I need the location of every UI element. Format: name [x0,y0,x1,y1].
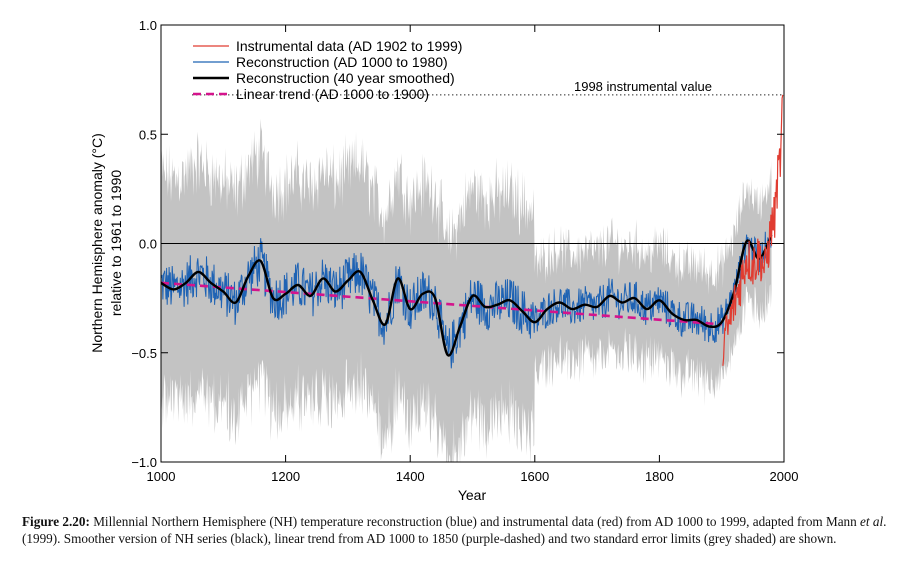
y-tick-label: −1.0 [131,455,157,470]
x-tick-label: 1200 [271,469,300,484]
y-tick-label: 1.0 [139,18,157,33]
y-axis: −1.0 −0.5 0.0 0.5 1.0 [131,18,784,470]
legend: Instrumental data (AD 1902 to 1999) Reco… [193,38,462,102]
caption-figure-label: Figure 2.20: [22,514,90,529]
y-tick-label: 0.0 [139,237,157,252]
x-tick-label: 1000 [147,469,176,484]
x-tick-label: 1400 [396,469,425,484]
legend-label-reconstruction: Reconstruction (AD 1000 to 1980) [236,54,448,70]
instrumental-line [722,94,784,366]
caption-text-part1: Millennial Northern Hemisphere (NH) temp… [89,514,861,529]
y-tick-label: 0.5 [139,127,157,142]
caption-text-part2: . (1999). Smoother version of NH series … [22,514,887,546]
x-tick-label: 2000 [770,469,799,484]
smoothed-line [161,234,773,357]
annotation-1998: 1998 instrumental value [574,79,712,94]
legend-label-trend: Linear trend (AD 1000 to 1900) [236,86,429,102]
figure-caption: Figure 2.20: Millennial Northern Hemisph… [22,513,902,547]
x-axis: 1000 1200 1400 1600 1800 2000 [147,25,799,484]
y-axis-label: Northern Hemisphere anomaly (°C) [89,133,105,353]
y-tick-label: −0.5 [131,346,157,361]
x-tick-label: 1600 [520,469,549,484]
y-axis-label-line2: relative to 1961 to 1990 [108,170,124,317]
caption-et-al: et al [860,514,884,529]
plot-area [161,94,784,462]
temperature-chart: 1000 1200 1400 1600 1800 2000 −1.0−0.50.00.51… [89,18,799,503]
uncertainty-band [161,118,772,462]
legend-label-instrumental: Instrumental data (AD 1902 to 1999) [236,38,462,54]
x-tick-label: 1800 [645,469,674,484]
x-axis-label: Year [458,487,487,503]
legend-label-smoothed: Reconstruction (40 year smoothed) [236,70,455,86]
linear-trend-line [161,281,722,326]
